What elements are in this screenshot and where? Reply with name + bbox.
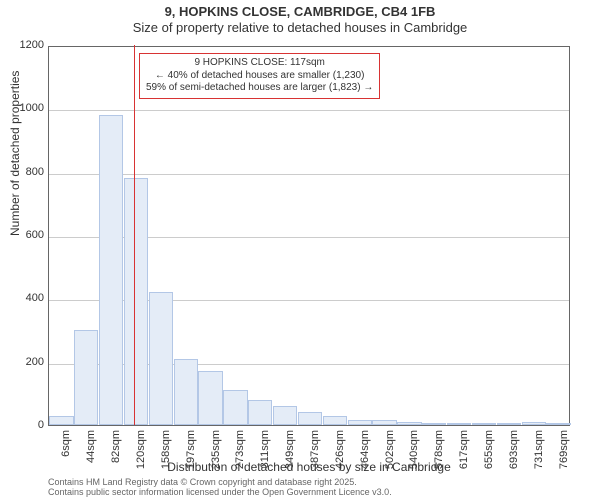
y-tick-label: 400	[4, 292, 44, 304]
y-tick-label: 1000	[4, 102, 44, 114]
chart-title-line1: 9, HOPKINS CLOSE, CAMBRIDGE, CB4 1FB	[0, 4, 600, 19]
histogram-bar	[273, 406, 297, 425]
y-tick-label: 600	[4, 229, 44, 241]
chart-title-line2: Size of property relative to detached ho…	[0, 20, 600, 35]
callout-line3: 59% of semi-detached houses are larger (…	[146, 82, 373, 95]
histogram-bar	[223, 390, 247, 425]
histogram-bar	[149, 292, 173, 425]
y-tick-label: 0	[4, 419, 44, 431]
histogram-bar	[497, 423, 521, 425]
gridline	[49, 174, 569, 175]
histogram-bar	[447, 423, 471, 425]
callout-box: 9 HOPKINS CLOSE: 117sqm← 40% of detached…	[139, 53, 380, 99]
x-axis-label: Distribution of detached houses by size …	[48, 460, 570, 474]
histogram-bar	[49, 416, 73, 426]
callout-line2: ← 40% of detached houses are smaller (1,…	[146, 70, 373, 83]
histogram-bar	[522, 422, 546, 425]
callout-line1: 9 HOPKINS CLOSE: 117sqm	[146, 57, 373, 70]
histogram-bar	[74, 330, 98, 425]
histogram-bar	[372, 420, 396, 425]
histogram-bar	[298, 412, 322, 425]
histogram-bar	[422, 423, 446, 425]
chart-container: 9, HOPKINS CLOSE, CAMBRIDGE, CB4 1FB Siz…	[0, 0, 600, 500]
histogram-bar	[472, 423, 496, 425]
histogram-bar	[198, 371, 222, 425]
histogram-bar	[397, 422, 421, 425]
histogram-bar	[323, 416, 347, 426]
footer-line2: Contains public sector information licen…	[48, 488, 392, 498]
reference-line	[134, 45, 135, 425]
gridline	[49, 110, 569, 111]
plot-area: 9 HOPKINS CLOSE: 117sqm← 40% of detached…	[48, 46, 570, 426]
y-axis-label: Number of detached properties	[8, 71, 22, 236]
histogram-bar	[99, 115, 123, 425]
histogram-bar	[546, 423, 570, 425]
y-tick-label: 1200	[4, 39, 44, 51]
y-tick-label: 800	[4, 166, 44, 178]
histogram-bar	[174, 359, 198, 426]
histogram-bar	[348, 420, 372, 425]
y-tick-label: 200	[4, 356, 44, 368]
histogram-bar	[248, 400, 272, 425]
histogram-bar	[124, 178, 148, 425]
footer-attribution: Contains HM Land Registry data © Crown c…	[48, 478, 392, 498]
